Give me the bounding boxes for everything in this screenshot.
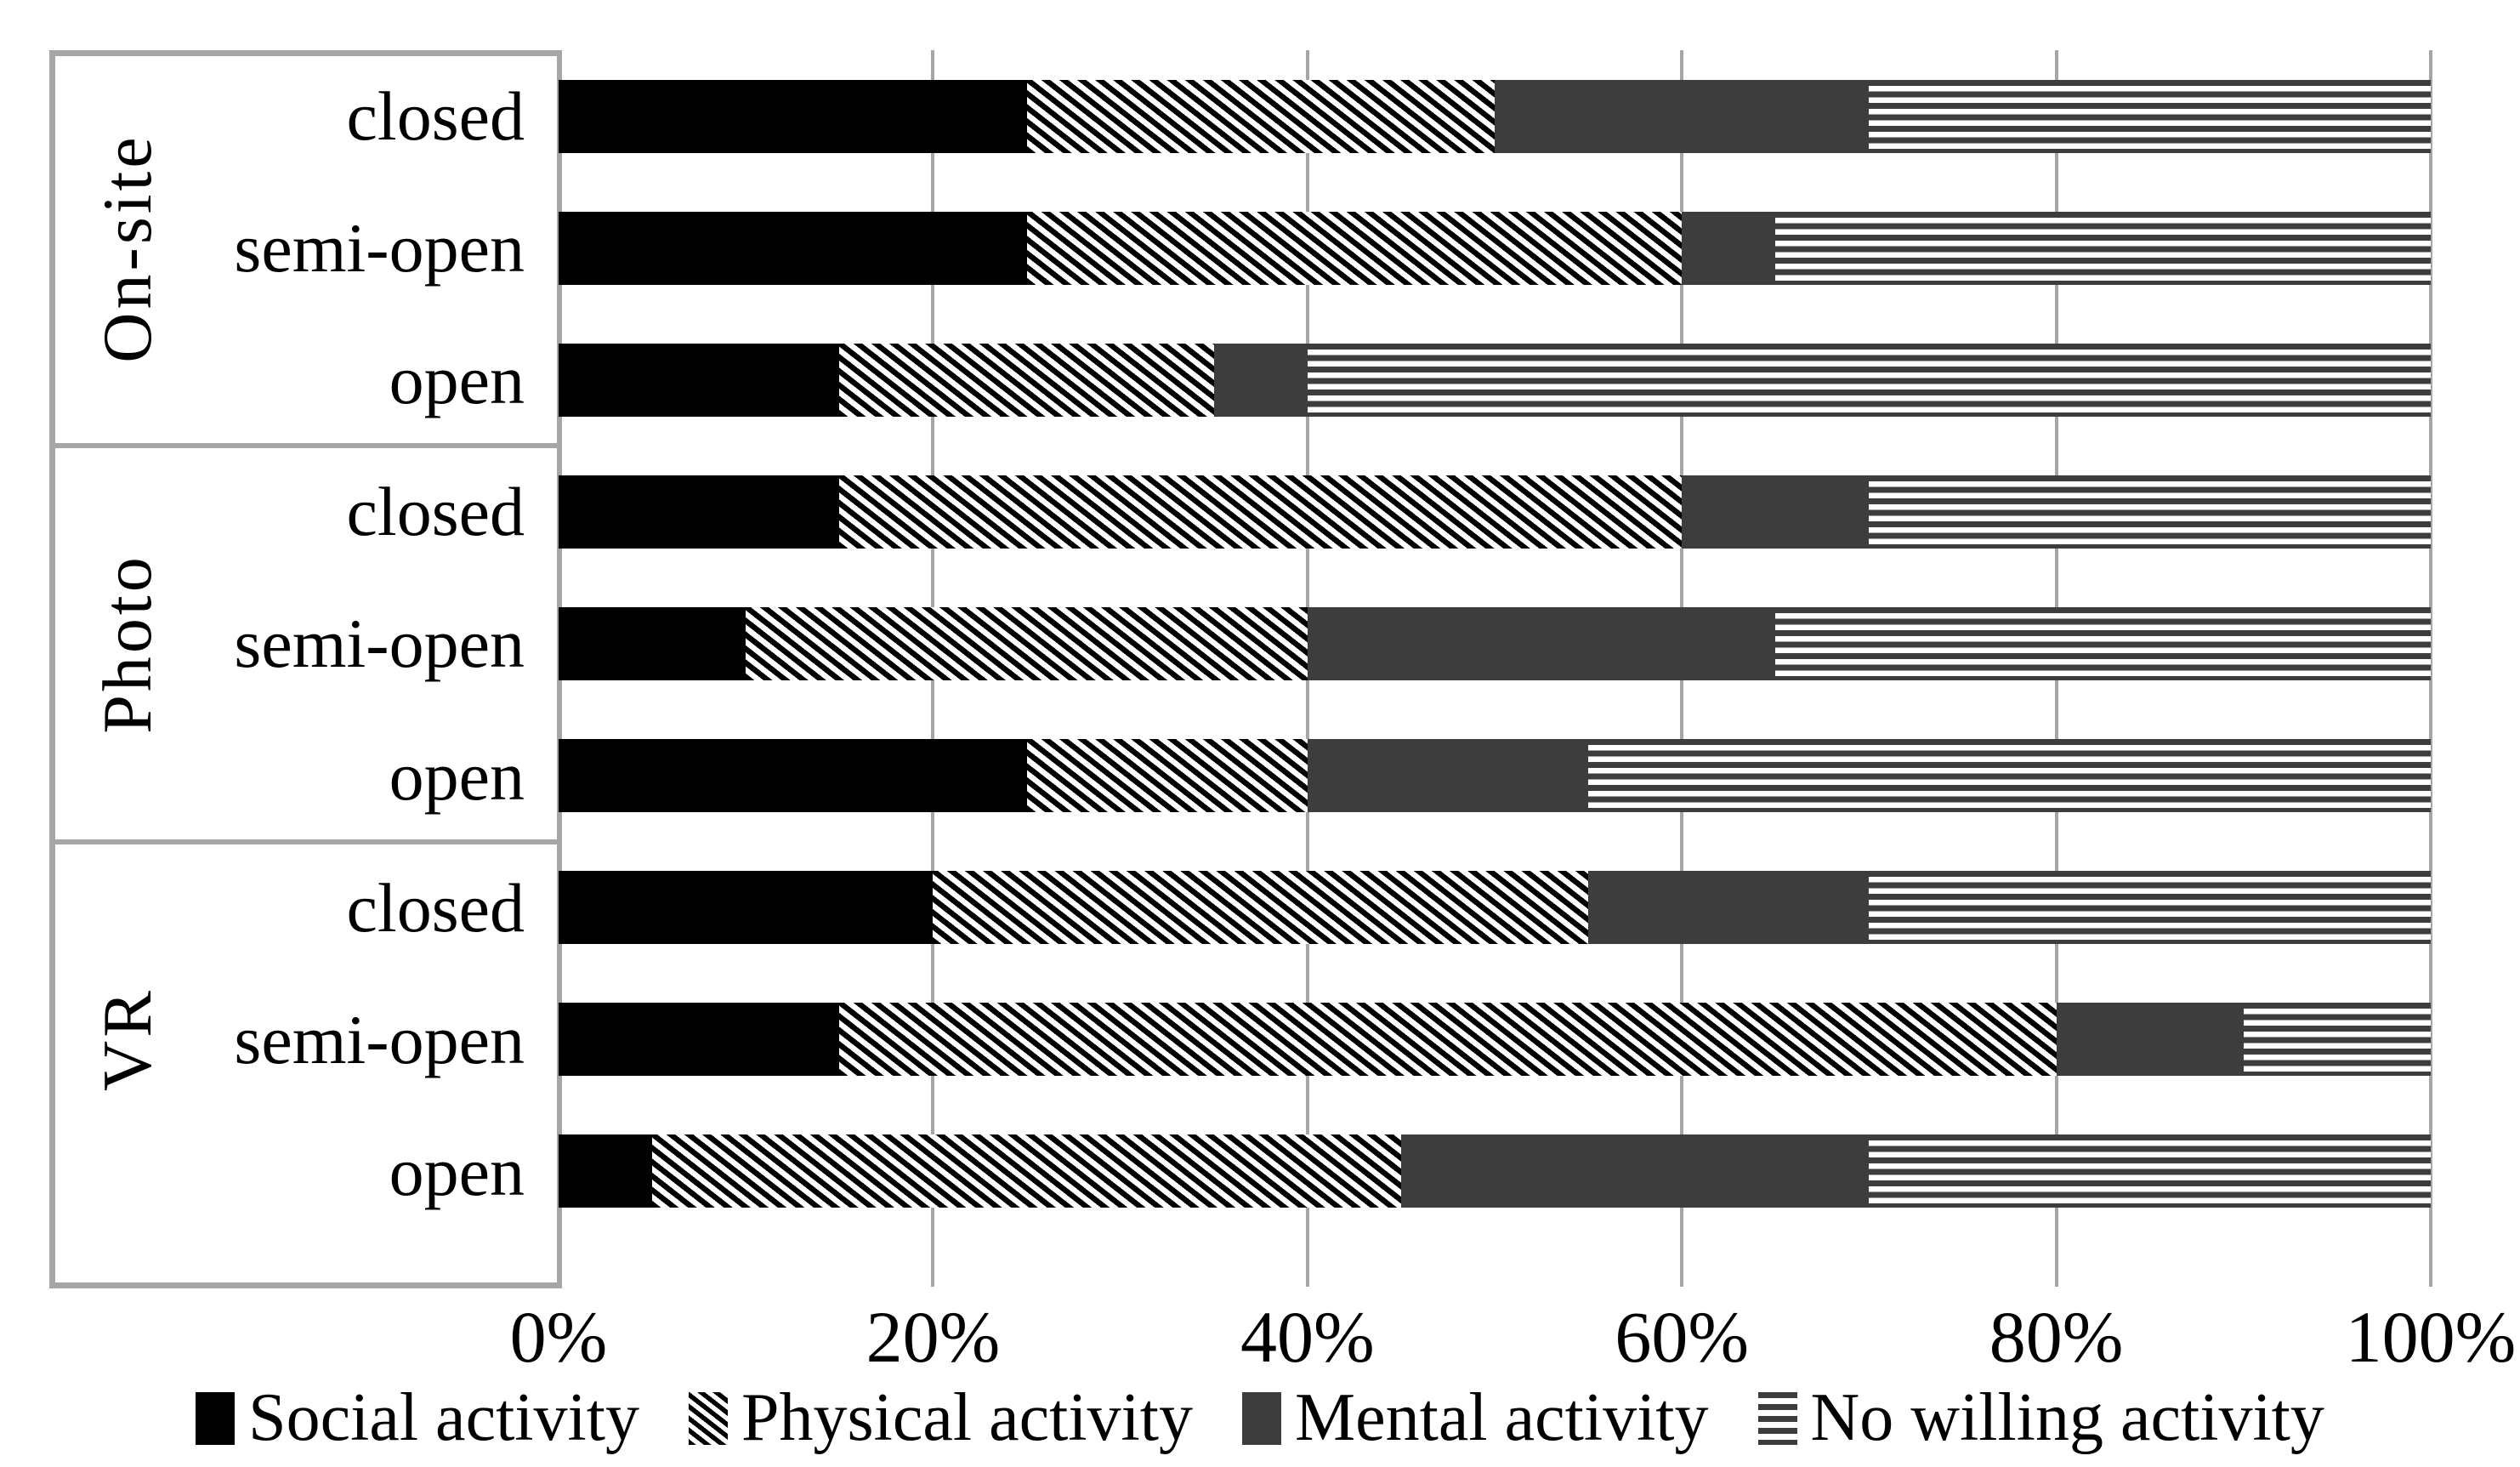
bar-segment-physical-activity — [839, 475, 1683, 549]
bar-segment-social-activity — [559, 343, 840, 417]
bar-segment-physical-activity — [839, 1003, 2057, 1077]
bar-segment-social-activity — [559, 211, 1027, 285]
bar-segment-social-activity — [559, 1003, 840, 1077]
axis-tick-20% — [931, 1237, 935, 1287]
x-axis-label-0%: 0% — [509, 1296, 608, 1378]
bar-segment-mental-activity — [1400, 1134, 1870, 1208]
bar-segment-social-activity — [559, 475, 840, 549]
category-box-border-bottom — [49, 1282, 559, 1288]
row-label-on-site-open: open — [389, 341, 525, 419]
axis-tick-80% — [2054, 1237, 2058, 1287]
legend-label: No willing activity — [1810, 1380, 2324, 1455]
bar-segment-mental-activity — [1495, 79, 1870, 153]
bar-segment-social-activity — [559, 607, 746, 680]
bar-segment-social-activity — [559, 739, 1027, 813]
bar-segment-no-willing-activity — [1588, 739, 2431, 813]
bar-segment-mental-activity — [1213, 343, 1308, 417]
category-box-border-left — [49, 50, 55, 1288]
bar-segment-physical-activity — [1026, 79, 1495, 153]
row-label-vr-open: open — [389, 1132, 525, 1210]
bar-segment-no-willing-activity — [1869, 1134, 2431, 1208]
group-divider-above-photo — [49, 443, 559, 449]
bar-segment-no-willing-activity — [1307, 343, 2431, 417]
bar-segment-social-activity — [559, 79, 1027, 153]
legend-label: Social activity — [248, 1380, 639, 1455]
bar-segment-physical-activity — [1026, 739, 1308, 813]
legend: Social activity Physical activity Mental a… — [0, 1379, 2520, 1457]
social-activity-swatch — [196, 1391, 236, 1445]
bar-row-on-site-open — [559, 343, 2431, 417]
bar-segment-mental-activity — [1682, 475, 1870, 549]
bar-segment-mental-activity — [1682, 211, 1776, 285]
physical-activity-swatch — [688, 1391, 728, 1445]
legend-item-physical-activity: Physical activity — [688, 1379, 1193, 1457]
x-axis-label-80%: 80% — [1989, 1296, 2124, 1378]
bar-segment-physical-activity — [839, 343, 1214, 417]
bar-segment-no-willing-activity — [1869, 871, 2431, 945]
axis-tick-60% — [1680, 1237, 1684, 1287]
bar-row-vr-closed — [559, 871, 2431, 945]
bar-segment-no-willing-activity — [1775, 607, 2431, 680]
category-box-border-top — [49, 50, 559, 56]
axis-tick-0% — [557, 1237, 560, 1287]
x-axis-label-100%: 100% — [2345, 1296, 2517, 1378]
bar-segment-physical-activity — [746, 607, 1308, 680]
legend-item-mental-activity: Mental activity — [1242, 1379, 1709, 1457]
row-label-on-site-semi-open: semi-open — [234, 209, 525, 287]
legend-item-social-activity: Social activity — [196, 1379, 639, 1457]
gridline-100% — [2429, 50, 2432, 1237]
bar-segment-mental-activity — [1588, 871, 1870, 945]
bar-row-photo-closed — [559, 475, 2431, 549]
x-axis-label-60%: 60% — [1615, 1296, 1749, 1378]
bar-segment-no-willing-activity — [1869, 79, 2431, 153]
bar-segment-social-activity — [559, 1134, 653, 1208]
row-label-photo-closed: closed — [346, 473, 525, 551]
mental-activity-swatch — [1242, 1391, 1281, 1445]
x-axis-label-20%: 20% — [866, 1296, 1001, 1378]
row-label-photo-open: open — [389, 736, 525, 815]
group-divider-above-vr — [49, 839, 559, 844]
bar-segment-social-activity — [559, 871, 934, 945]
row-label-photo-semi-open: semi-open — [234, 605, 525, 683]
axis-tick-40% — [1305, 1237, 1309, 1287]
legend-item-no-willing-activity: No willing activity — [1757, 1379, 2324, 1457]
bar-segment-physical-activity — [1026, 211, 1683, 285]
bar-row-vr-semi-open — [559, 1003, 2431, 1077]
row-label-vr-semi-open: semi-open — [234, 1000, 525, 1078]
legend-label: Mental activity — [1295, 1380, 1709, 1455]
bar-segment-mental-activity — [2056, 1003, 2244, 1077]
axis-tick-100% — [2429, 1237, 2432, 1287]
bar-row-vr-open — [559, 1134, 2431, 1208]
bar-segment-no-willing-activity — [1775, 211, 2431, 285]
bar-segment-no-willing-activity — [2243, 1003, 2431, 1077]
bar-segment-mental-activity — [1307, 739, 1589, 813]
row-label-vr-closed: closed — [346, 868, 525, 947]
row-label-on-site-closed: closed — [346, 77, 525, 155]
bar-row-on-site-closed — [559, 79, 2431, 153]
bar-segment-mental-activity — [1307, 607, 1776, 680]
bar-row-on-site-semi-open — [559, 211, 2431, 285]
x-axis-label-40%: 40% — [1240, 1296, 1375, 1378]
no-willing-activity-swatch — [1757, 1391, 1797, 1445]
bar-segment-no-willing-activity — [1869, 475, 2431, 549]
bar-segment-physical-activity — [652, 1134, 1401, 1208]
bar-row-photo-open — [559, 739, 2431, 813]
bar-row-photo-semi-open — [559, 607, 2431, 680]
bar-segment-physical-activity — [933, 871, 1589, 945]
legend-label: Physical activity — [741, 1380, 1193, 1455]
